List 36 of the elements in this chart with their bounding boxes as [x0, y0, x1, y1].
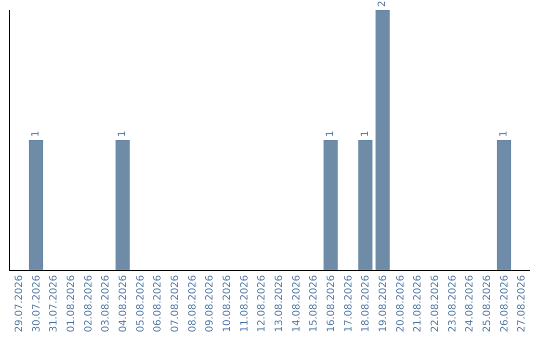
x-tick-label: 27.08.2026 [516, 275, 528, 332]
x-tick-label: 15.08.2026 [308, 275, 320, 332]
x-tick-label: 09.08.2026 [204, 275, 216, 332]
x-tick-label: 16.08.2026 [326, 275, 337, 332]
x-tick-label: 07.08.2026 [170, 275, 181, 332]
x-tick-label: 10.08.2026 [222, 275, 233, 332]
data-label: 1 [498, 130, 510, 137]
x-tick-label: 05.08.2026 [135, 275, 146, 332]
x-tick-label: 08.08.2026 [187, 275, 198, 332]
x-tick-label: 20.08.2026 [395, 275, 406, 332]
x-tick-label: 22.08.2026 [430, 275, 441, 332]
x-tick-label: 19.08.2026 [378, 275, 389, 332]
data-label: 1 [325, 130, 336, 137]
x-tick-label: 12.08.2026 [256, 275, 268, 332]
data-label: 1 [360, 130, 371, 137]
x-tick-label: 11.08.2026 [239, 275, 250, 332]
x-tick-label: 25.08.2026 [482, 275, 493, 332]
x-tick-label: 01.08.2026 [66, 275, 77, 332]
x-tick-label: 06.08.2026 [152, 275, 164, 332]
x-tick-label: 29.07.2026 [14, 275, 25, 332]
data-label: 1 [30, 130, 42, 137]
x-tick-label: 18.08.2026 [360, 275, 372, 332]
data-label: 2 [377, 0, 388, 7]
x-tick-label: 30.07.2026 [31, 275, 42, 332]
x-tick-label: 03.08.2026 [100, 275, 112, 332]
x-tick-label: 04.08.2026 [118, 275, 129, 332]
x-tick-label: 24.08.2026 [464, 275, 476, 332]
x-tick-label: 17.08.2026 [343, 275, 354, 332]
x-tick-label: 31.07.2026 [48, 275, 60, 332]
x-tick-label: 02.08.2026 [83, 275, 94, 332]
x-tick-label: 21.08.2026 [412, 275, 424, 332]
data-label: 1 [117, 130, 128, 137]
x-tick-label: 13.08.2026 [274, 275, 285, 332]
x-tick-label: 23.08.2026 [447, 275, 458, 332]
x-tick-label: 14.08.2026 [291, 275, 302, 332]
x-tick-label: 26.08.2026 [499, 275, 510, 332]
